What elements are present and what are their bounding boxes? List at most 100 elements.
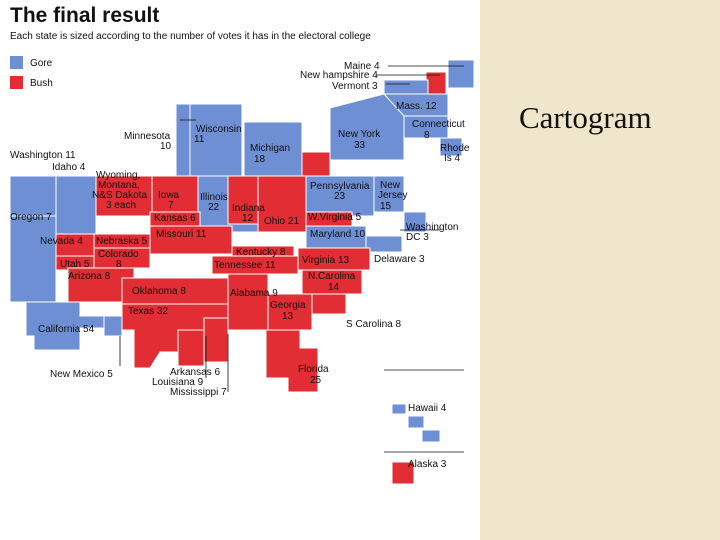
legend-label-gore: Gore [30,58,53,69]
label-washington-dc: Washington [406,222,458,233]
label-massachusetts: Mass. 12 [396,101,437,112]
label-mississippi: Mississippi 7 [170,387,227,398]
label-wisconsin-votes: 11 [194,134,205,145]
label-washington: Washington 11 [10,150,76,161]
label-indiana: Indiana [232,203,265,214]
label-connecticut: Connecticut [412,119,465,130]
label-texas: Texas 32 [128,306,168,317]
map-title: The final result [10,4,160,27]
state-hawaii-1 [391,403,407,415]
label-new-hampshire: New hampshire 4 [300,70,378,81]
state-washington [9,175,57,217]
legend-label-bush: Bush [30,78,53,89]
label-wisconsin: Wisconsin [196,124,242,135]
state-maine [447,59,475,89]
state-new-jersey [373,175,405,213]
state-michigan [243,121,303,177]
label-rhode-island-2: Is 4 [444,153,461,164]
label-alabama: Alabama 9 [230,288,278,299]
label-florida: Florida [298,364,329,375]
state-wisconsin [189,103,243,177]
label-nebraska: Nebraska 5 [96,236,148,247]
state-hawaii-2 [407,415,425,429]
state-missouri [149,225,233,255]
label-nevada: Nevada 4 [40,236,83,247]
label-ohio: Ohio 21 [264,216,299,227]
label-illinois-votes: 22 [208,202,220,213]
label-nsdakota: N&S Dakota [92,190,147,201]
label-florida-votes: 25 [310,375,322,386]
state-ohio [257,175,307,233]
label-new-jersey: New [380,180,401,191]
state-iowa [151,175,199,213]
state-ohio-top [301,151,331,177]
label-new-mexico: New Mexico 5 [50,369,113,380]
label-three-each: 3 each [106,200,136,211]
side-panel [480,0,720,540]
label-california: California 54 [38,324,95,335]
label-south-carolina: S Carolina 8 [346,319,401,330]
state-new-york [329,93,405,161]
label-maryland: Maryland 10 [310,229,365,240]
label-vermont: Vermont 3 [332,81,378,92]
state-oklahoma [121,277,229,305]
state-louisiana [203,317,229,363]
label-north-carolina: N.Carolina [308,271,356,282]
label-georgia: Georgia [270,300,306,311]
label-west-virginia: W.Virginia 5 [308,212,362,223]
legend-swatch-gore [10,56,23,69]
label-michigan: Michigan [250,143,290,154]
label-hawaii: Hawaii 4 [408,403,447,414]
label-rhode-island: Rhode [440,143,470,154]
label-pennsylvania: Pennsylvania [310,181,370,192]
state-florida [265,329,319,393]
label-tennessee: Tennessee 11 [214,260,276,271]
label-colorado: Colorado [98,249,139,260]
label-alaska: Alaska 3 [408,459,447,470]
label-montana: Montana, [98,180,140,191]
label-minnesota: Minnesota [124,131,171,142]
label-illinois: Illinois [200,192,228,203]
state-south-carolina [311,293,347,315]
legend-swatch-bush [10,76,23,89]
label-washington-dc-2: DC 3 [406,232,429,243]
state-new-mexico [103,315,123,337]
label-minnesota-votes: 10 [160,141,172,152]
label-new-jersey-2: Jersey [378,190,407,201]
label-arkansas: Arkansas 6 [170,367,220,378]
label-utah: Utah 5 [60,259,90,270]
label-indiana-votes: 12 [242,213,254,224]
state-alaska [391,461,415,485]
state-vermont [383,79,429,95]
slide-title: Cartogram [519,100,652,135]
map-subtitle: Each state is sized according to the num… [10,31,371,42]
label-delaware: Delaware 3 [374,254,425,265]
label-michigan-votes: 18 [254,154,266,165]
state-california [25,301,105,351]
label-georgia-votes: 13 [282,311,294,322]
label-iowa-votes: 7 [168,200,174,211]
state-rhode-island [439,137,463,157]
label-connecticut-votes: 8 [424,130,430,141]
state-washington-dc [403,211,427,233]
state-alabama [227,273,269,331]
label-kentucky: Kentucky 8 [236,247,286,258]
label-oklahoma: Oklahoma 8 [132,286,186,297]
label-colorado-votes: 8 [116,259,122,270]
state-arkansas [177,329,205,367]
state-hawaii-3 [421,429,441,443]
label-new-york: New York [338,129,381,140]
label-idaho: Idaho 4 [52,162,86,173]
label-oregon: Oregon 7 [10,212,52,223]
label-wyoming: Wyoming, [96,170,140,181]
state-pennsylvania [305,175,375,217]
state-north-carolina [301,269,363,295]
label-new-jersey-votes: 15 [380,201,392,212]
label-maine: Maine 4 [344,61,380,72]
label-virginia: Virginia 13 [302,255,350,266]
label-kansas: Kansas 6 [154,213,196,224]
label-arizona: Arizona 8 [68,271,111,282]
state-delaware [365,235,403,253]
